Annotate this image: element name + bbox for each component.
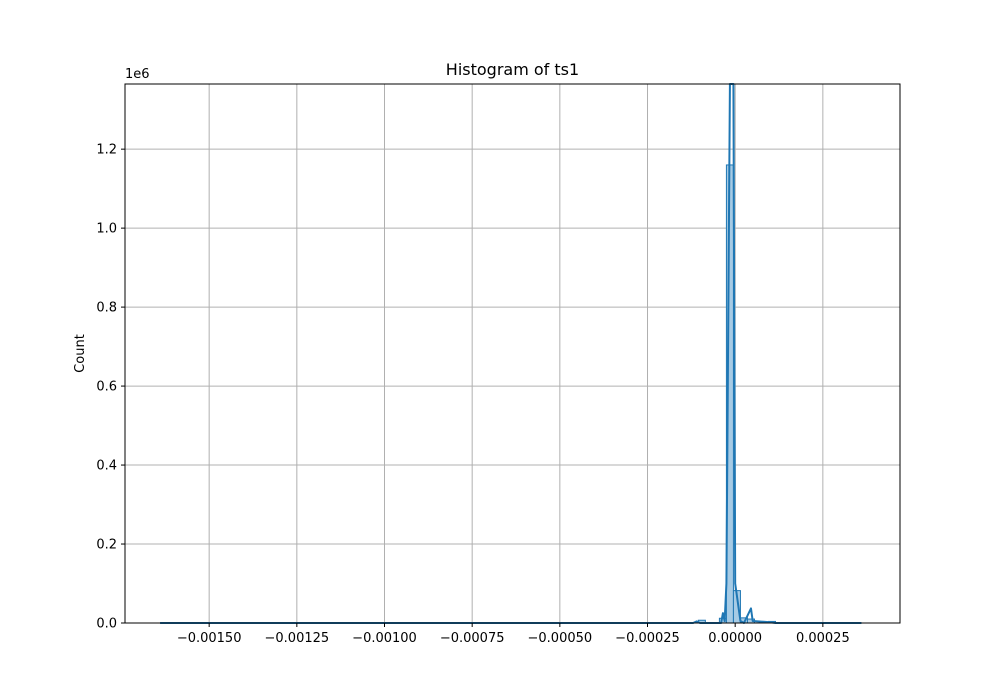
x-tick-label: 0.00000 bbox=[708, 631, 762, 646]
y-axis-label: Count bbox=[73, 334, 88, 373]
y-tick-label: 0.2 bbox=[96, 538, 117, 553]
y-tick-label: 0.0 bbox=[96, 617, 117, 632]
y-tick-label: 0.8 bbox=[96, 301, 117, 316]
y-tick-label: 1.0 bbox=[96, 222, 117, 237]
y-axis-offset-text: 1e6 bbox=[125, 67, 150, 82]
x-tick-label: −0.00050 bbox=[528, 631, 593, 646]
x-tick-label: 0.00025 bbox=[796, 631, 850, 646]
grid-lines bbox=[125, 84, 900, 624]
x-axis-ticks: −0.00150 −0.00125 −0.00100 −0.00075 −0.00050… bbox=[177, 623, 850, 646]
axes-frame bbox=[124, 83, 901, 624]
x-tick-label: −0.00125 bbox=[265, 631, 330, 646]
y-axis-ticks: 0.0 0.2 0.4 0.6 0.8 1.0 1.2 bbox=[96, 143, 125, 632]
y-tick-label: 1.2 bbox=[96, 143, 117, 158]
x-tick-label: −0.00150 bbox=[177, 631, 242, 646]
y-tick-label: 0.6 bbox=[96, 380, 117, 395]
x-tick-label: −0.00025 bbox=[615, 631, 680, 646]
y-tick-label: 0.4 bbox=[96, 459, 117, 474]
x-tick-label: −0.00075 bbox=[440, 631, 505, 646]
chart-title: Histogram of ts1 bbox=[446, 60, 579, 79]
x-tick-label: −0.00100 bbox=[352, 631, 417, 646]
